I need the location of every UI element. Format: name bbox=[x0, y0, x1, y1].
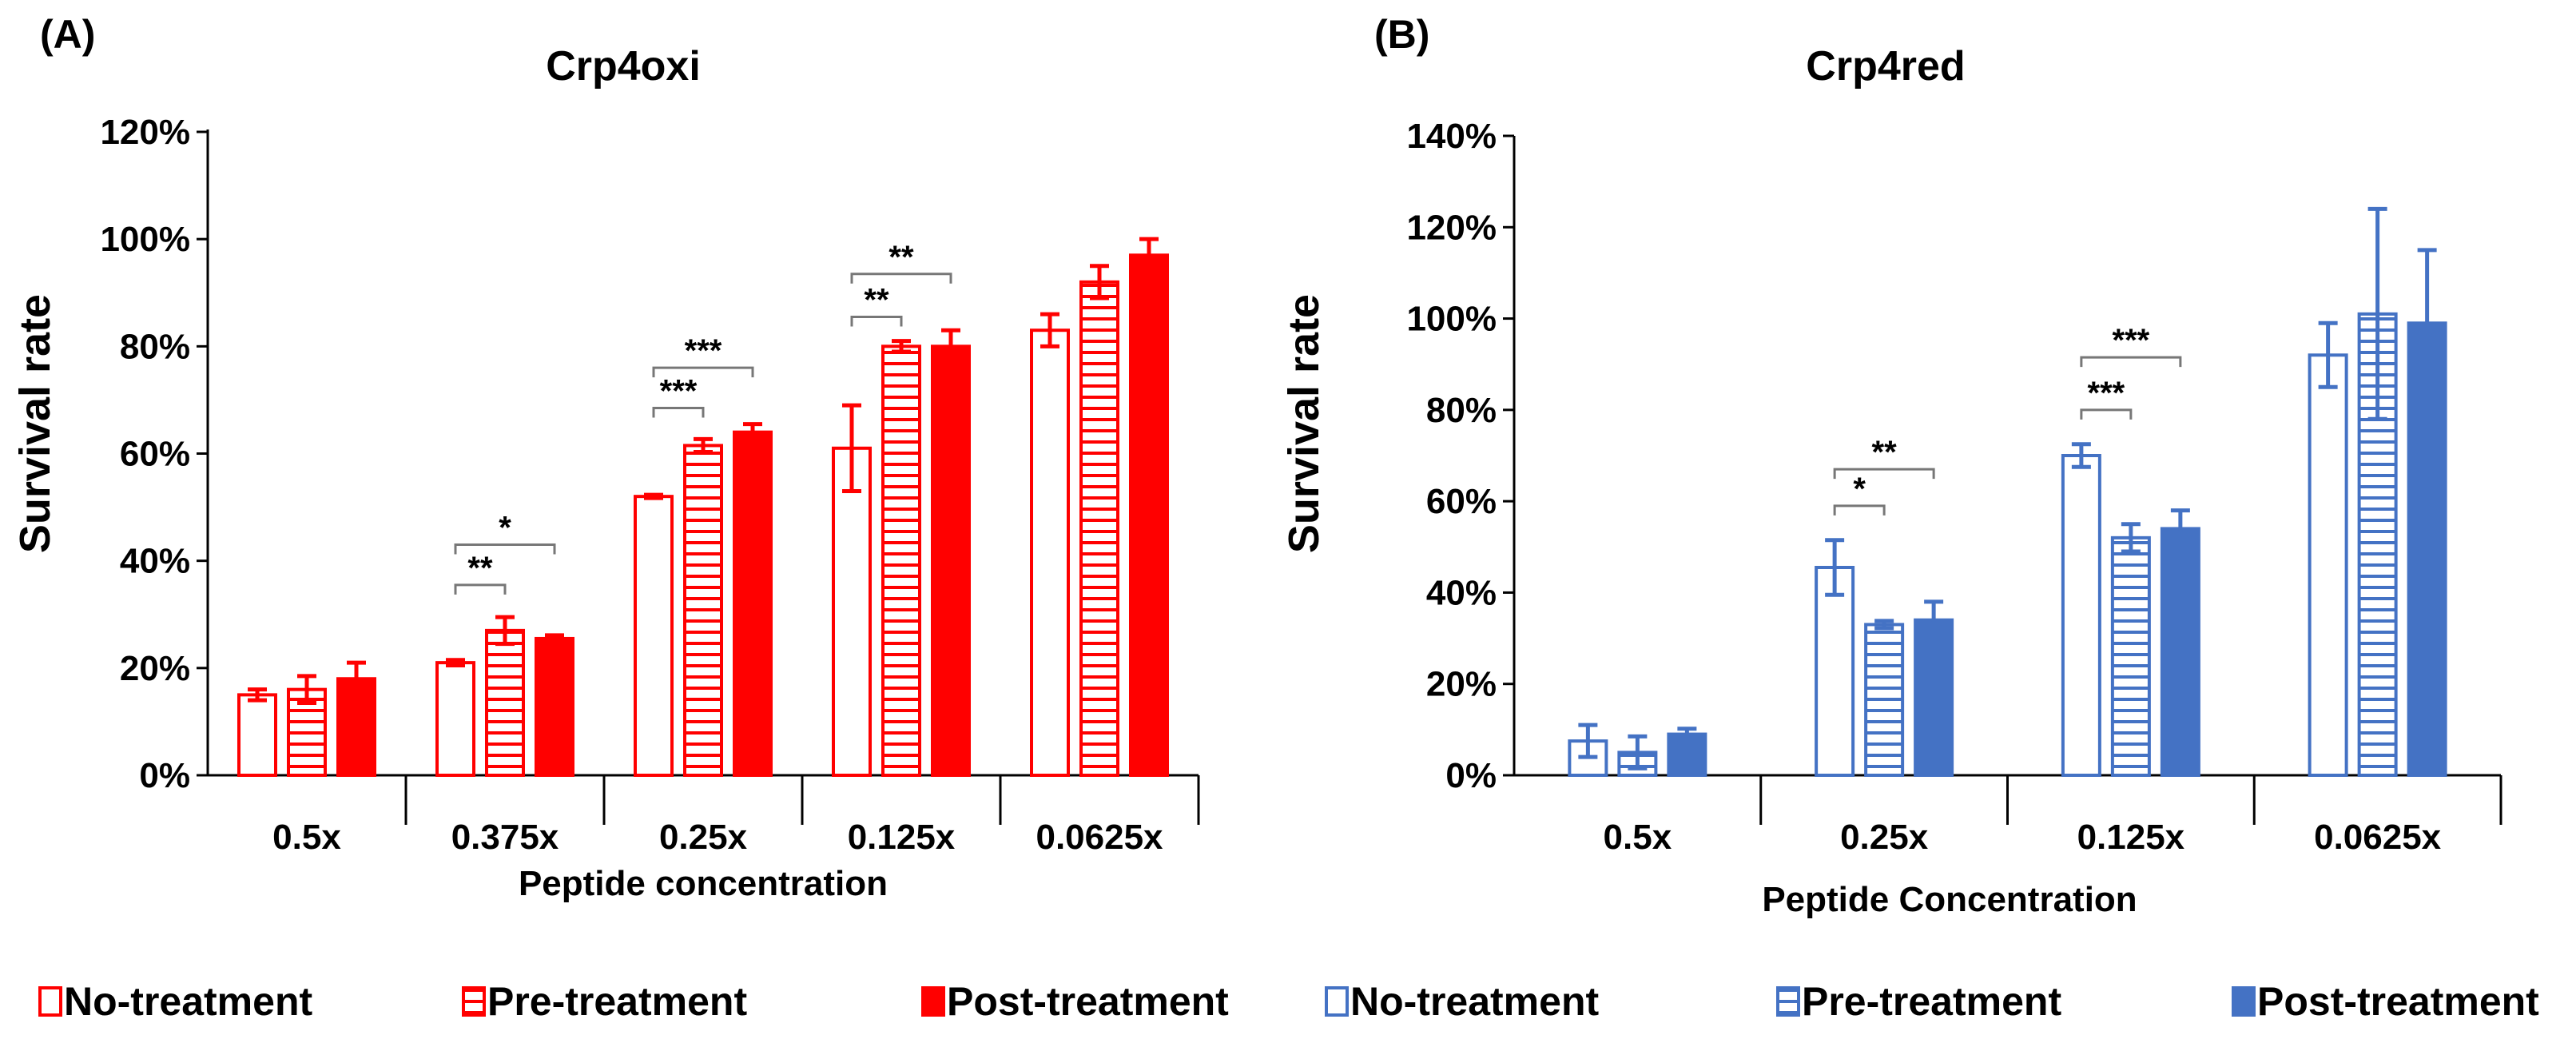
category-label: 0.0625x bbox=[1036, 818, 1163, 857]
legend-label: No-treatment bbox=[64, 979, 312, 1024]
legend-label: No-treatment bbox=[1350, 979, 1599, 1024]
significance-bracket bbox=[2080, 356, 2182, 368]
bar bbox=[2308, 353, 2348, 777]
category-label: 0.25x bbox=[1840, 818, 1929, 857]
category-label: 0.375x bbox=[451, 818, 559, 857]
significance-label: *** bbox=[2088, 376, 2125, 411]
legend-swatch bbox=[1325, 986, 1349, 1017]
bar bbox=[1030, 328, 1070, 778]
y-tick-label: 0% bbox=[139, 756, 190, 795]
significance-bracket bbox=[1833, 468, 1935, 480]
y-tick-label: 40% bbox=[120, 542, 190, 581]
bar bbox=[485, 628, 525, 777]
legend-label: Pre-treatment bbox=[487, 979, 747, 1024]
bar bbox=[535, 636, 574, 777]
significance-brackets: ** * *** *** ** ** bbox=[454, 240, 952, 595]
bar bbox=[1129, 253, 1169, 777]
y-axis-label: Survival rate bbox=[1280, 294, 1328, 553]
y-axis-label: Survival rate bbox=[11, 294, 59, 553]
category-label: 0.25x bbox=[659, 818, 748, 857]
bar bbox=[683, 444, 723, 777]
legend-swatch bbox=[462, 986, 486, 1017]
significance-label: ** bbox=[467, 551, 493, 586]
bar bbox=[1864, 623, 1905, 778]
bars bbox=[237, 237, 1169, 778]
significance-label: * bbox=[499, 511, 511, 546]
chart-title: Crp4oxi bbox=[546, 43, 701, 90]
legend-swatch bbox=[921, 986, 945, 1017]
legend-label: Post-treatment bbox=[947, 979, 1229, 1024]
legend-label: Post-treatment bbox=[2257, 979, 2539, 1024]
y-tick-label: 100% bbox=[100, 220, 190, 259]
bar bbox=[2110, 535, 2151, 777]
bar bbox=[435, 661, 475, 777]
significance-bracket bbox=[454, 543, 556, 555]
category-label: 0.5x bbox=[272, 818, 341, 857]
significance-bracket bbox=[1833, 504, 1886, 516]
significance-bracket bbox=[2080, 408, 2133, 420]
bar bbox=[733, 430, 773, 778]
significance-bracket bbox=[652, 406, 705, 418]
significance-label: ** bbox=[1872, 435, 1898, 470]
chart-panel-b: (B) Crp4red Survival rate 0% 20% 40% 60%… bbox=[1280, 12, 2539, 1024]
bar bbox=[2160, 527, 2200, 778]
y-tick-label: 0% bbox=[1445, 756, 1497, 795]
significance-label: *** bbox=[685, 333, 722, 368]
y-axis-ticks: 0% 20% 40% 60% 80% 100% 120% bbox=[100, 113, 190, 795]
significance-label: *** bbox=[660, 373, 698, 408]
bar bbox=[237, 693, 277, 777]
bar bbox=[1079, 280, 1119, 778]
y-tick-label: 140% bbox=[1406, 117, 1497, 156]
bar bbox=[931, 344, 971, 778]
significance-bracket bbox=[652, 366, 754, 378]
y-tick-label: 100% bbox=[1406, 300, 1497, 339]
y-tick-label: 60% bbox=[1426, 482, 1497, 521]
y-tick-label: 60% bbox=[120, 435, 190, 474]
bar bbox=[634, 495, 674, 778]
bar bbox=[2061, 454, 2101, 777]
chart-title: Crp4red bbox=[1806, 43, 1965, 90]
bar bbox=[881, 344, 921, 778]
panel-label: (A) bbox=[40, 12, 95, 57]
category-labels: 0.5x 0.375x 0.25x 0.125x 0.0625x bbox=[272, 818, 1163, 857]
legend: No-treatment Pre-treatment Post-treatmen… bbox=[38, 979, 1229, 1024]
y-axis-ticks: 0% 20% 40% 60% 80% 100% 120% 140% bbox=[1406, 117, 1497, 795]
bar bbox=[1667, 732, 1707, 777]
significance-label: *** bbox=[2113, 323, 2150, 358]
y-tick-label: 80% bbox=[1426, 391, 1497, 430]
x-axis-label: Peptide concentration bbox=[519, 864, 888, 903]
significance-label: * bbox=[1853, 472, 1866, 507]
x-axis-label: Peptide Concentration bbox=[1762, 880, 2137, 919]
significance-bracket bbox=[850, 273, 952, 284]
legend-swatch bbox=[38, 986, 62, 1017]
significance-label: ** bbox=[864, 282, 889, 317]
chart-panel-a: (A) Crp4oxi Survival rate 0% 20% 40% 60%… bbox=[11, 12, 1229, 1024]
bar bbox=[1914, 618, 1954, 778]
legend-swatch bbox=[2232, 986, 2256, 1017]
category-label: 0.125x bbox=[2077, 818, 2185, 857]
legend-swatch bbox=[1776, 986, 1800, 1017]
bars bbox=[1568, 206, 2447, 778]
category-label: 0.0625x bbox=[2314, 818, 2442, 857]
category-labels: 0.5x 0.25x 0.125x 0.0625x bbox=[1604, 818, 2442, 857]
panel-label: (B) bbox=[1374, 12, 1429, 57]
y-tick-label: 120% bbox=[1406, 208, 1497, 247]
legend-label: Pre-treatment bbox=[1802, 979, 2061, 1024]
bar bbox=[832, 446, 872, 778]
legend: No-treatment Pre-treatment Post-treatmen… bbox=[1325, 979, 2539, 1024]
y-tick-label: 20% bbox=[1426, 665, 1497, 704]
y-tick-label: 120% bbox=[100, 113, 190, 152]
y-tick-label: 20% bbox=[120, 649, 190, 688]
significance-brackets: * ** *** *** bbox=[1833, 323, 2182, 516]
significance-bracket bbox=[454, 583, 507, 595]
significance-bracket bbox=[850, 315, 903, 327]
significance-label: ** bbox=[888, 240, 914, 275]
category-label: 0.5x bbox=[1604, 818, 1672, 857]
bar bbox=[1815, 566, 1855, 777]
y-tick-label: 80% bbox=[120, 327, 190, 366]
y-tick-label: 40% bbox=[1426, 573, 1497, 612]
category-label: 0.125x bbox=[848, 818, 956, 857]
